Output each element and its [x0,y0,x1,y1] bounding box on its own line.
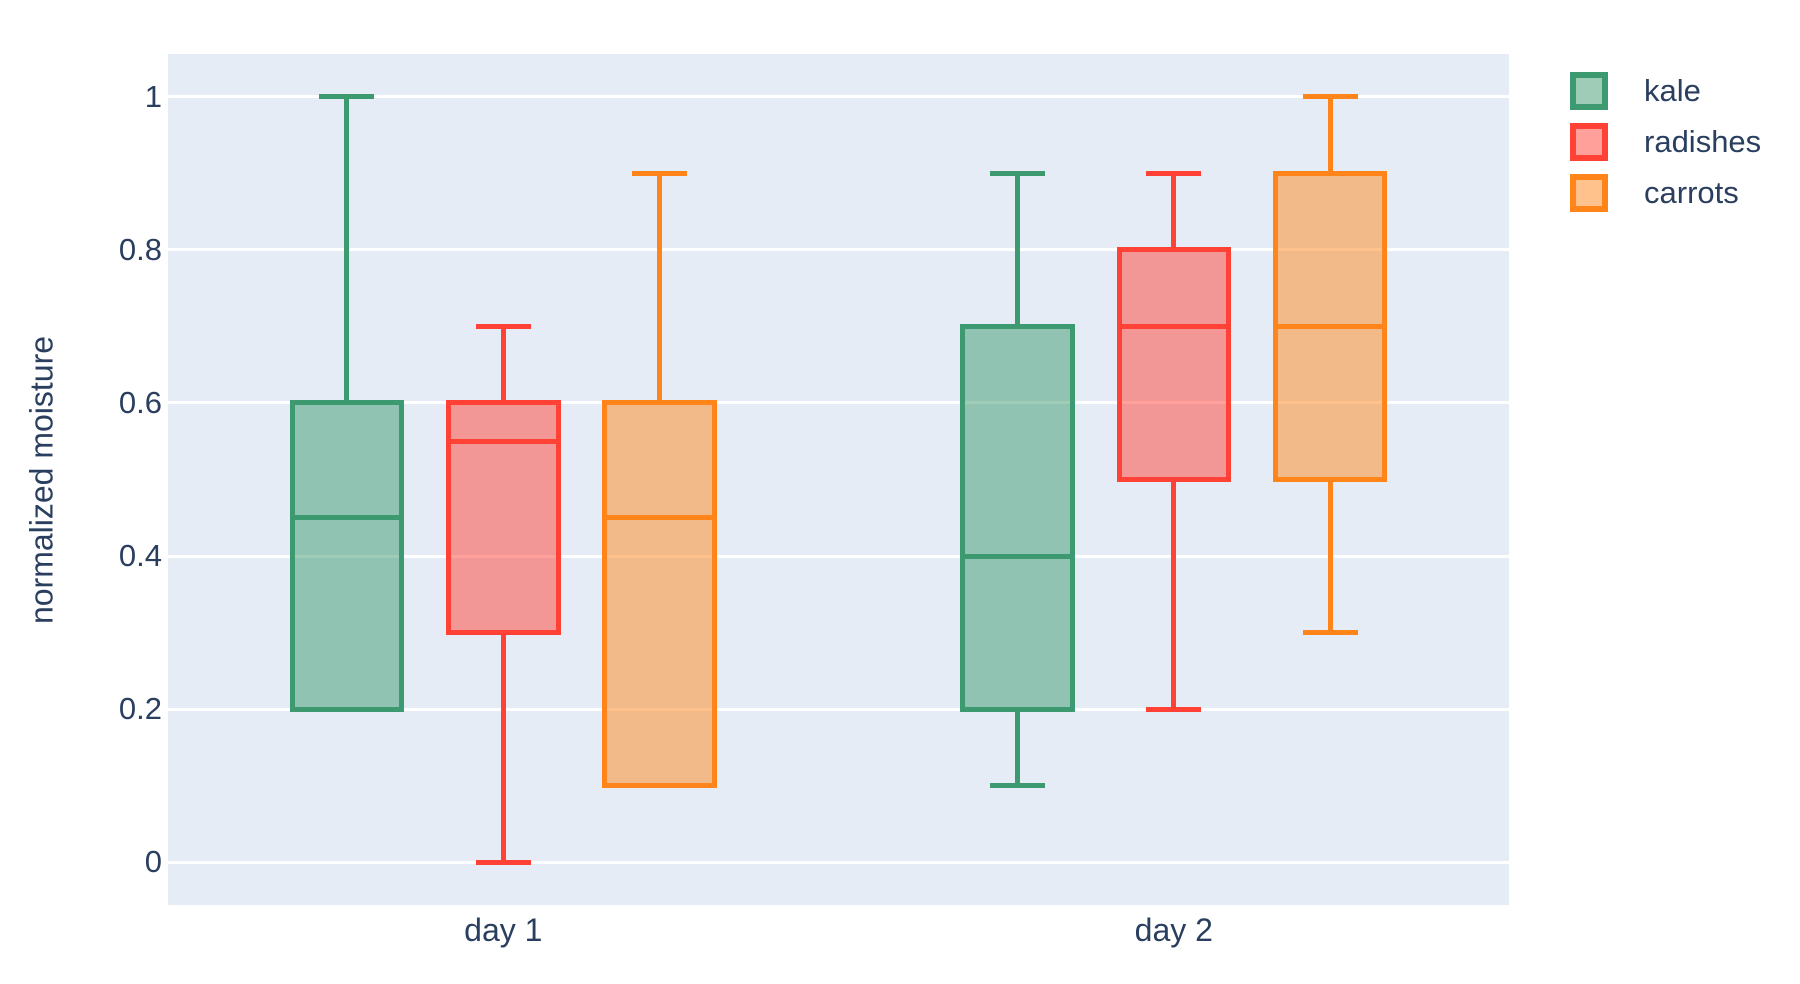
whisker-high-cap-kale-day-1 [319,94,375,100]
gridline-0 [168,860,1509,864]
median-radishes-day-1 [448,438,558,444]
gridline-1 [168,95,1509,99]
whisker-low-stem-kale-day-2 [1014,709,1020,786]
whisker-low-cap-carrots-day-2 [1302,630,1358,636]
legend-swatch-kale-icon [1570,72,1608,110]
legend-label-kale: kale [1644,73,1701,108]
legend-item-kale[interactable]: kale [1570,72,1761,110]
xlabel-day-1: day 1 [464,912,543,948]
box-radishes-day-1[interactable] [446,400,561,636]
median-radishes-day-2 [1119,323,1229,329]
whisker-low-stem-radishes-day-2 [1171,479,1177,710]
gridline-0-2 [168,707,1509,711]
median-carrots-day-2 [1275,323,1385,329]
whisker-high-stem-carrots-day-2 [1327,96,1333,174]
legend: kale radishes carrots [1570,72,1761,225]
box-carrots-day-1[interactable] [602,400,717,789]
legend-label-carrots: carrots [1644,175,1739,210]
whisker-high-stem-carrots-day-1 [657,173,663,403]
ytick-0-8: 0.8 [118,231,162,267]
gridline-0-8 [168,248,1509,252]
whisker-low-cap-kale-day-2 [989,783,1045,789]
whisker-low-cap-radishes-day-2 [1146,706,1202,712]
median-kale-day-1 [292,515,402,521]
xlabel-day-2: day 2 [1134,912,1213,948]
ytick-0-6: 0.6 [118,384,162,420]
legend-swatch-carrots-icon [1570,174,1608,212]
legend-label-radishes: radishes [1644,124,1762,159]
y-axis-title: normalized moisture [23,335,60,625]
whisker-high-stem-radishes-day-1 [500,326,506,403]
gridline-0-4 [168,554,1509,558]
whisker-low-cap-radishes-day-1 [475,859,531,865]
legend-swatch-radishes-icon [1570,123,1608,161]
legend-item-carrots[interactable]: carrots [1570,174,1761,212]
ytick-0-4: 0.4 [118,538,162,574]
gridline-0-6 [168,401,1509,405]
whisker-high-stem-kale-day-1 [344,96,350,403]
ytick-0: 0 [144,844,162,880]
whisker-high-cap-kale-day-2 [989,170,1045,176]
whisker-low-stem-radishes-day-1 [500,632,506,863]
whisker-high-cap-carrots-day-2 [1302,94,1358,100]
whisker-high-cap-carrots-day-1 [632,170,688,176]
box-radishes-day-2[interactable] [1116,247,1231,482]
whisker-high-stem-kale-day-2 [1014,173,1020,327]
whisker-low-stem-carrots-day-2 [1327,479,1333,633]
median-carrots-day-1 [604,515,715,521]
median-kale-day-2 [962,553,1072,559]
whisker-high-cap-radishes-day-1 [475,323,531,329]
whisker-high-stem-radishes-day-2 [1171,173,1177,250]
legend-item-radishes[interactable]: radishes [1570,123,1761,161]
whisker-high-cap-radishes-day-2 [1146,170,1202,176]
box-kale-day-1[interactable] [289,400,404,712]
ytick-1: 1 [144,78,162,114]
box-kale-day-2[interactable] [960,323,1075,712]
ytick-0-2: 0.2 [118,691,162,727]
